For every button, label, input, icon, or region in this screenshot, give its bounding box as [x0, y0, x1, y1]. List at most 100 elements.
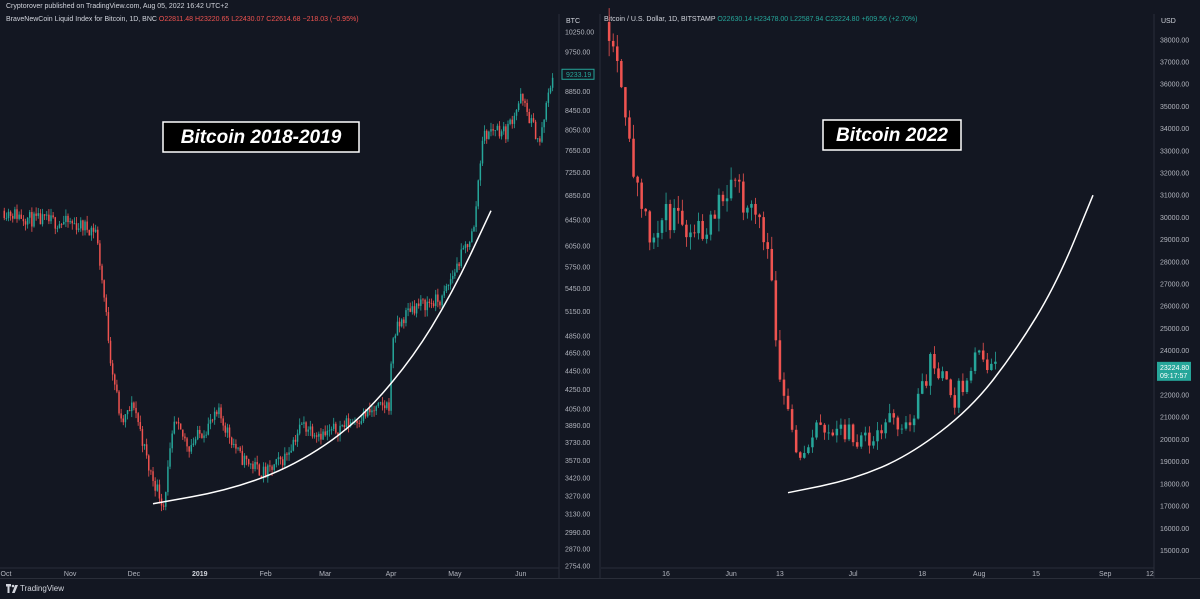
- candle-body: [396, 321, 399, 336]
- x-tick-label: 15: [1032, 571, 1040, 578]
- candle-body: [84, 221, 86, 231]
- candle-body: [981, 350, 985, 360]
- candle-body: [782, 379, 786, 396]
- candle-body: [405, 310, 407, 324]
- candle-body: [12, 215, 14, 219]
- candle-body: [449, 279, 452, 285]
- candle-body: [766, 242, 769, 249]
- candle-body: [912, 418, 916, 426]
- candle-body: [294, 439, 297, 442]
- candle-body: [128, 410, 131, 412]
- x-tick-label: Nov: [64, 571, 77, 578]
- candle-body: [284, 453, 286, 466]
- candle-body: [539, 138, 541, 142]
- candle-body: [547, 92, 550, 103]
- y-tick-label: 36000.00: [1160, 82, 1189, 89]
- candle-body: [851, 424, 855, 443]
- candle-body: [233, 443, 235, 445]
- candle-body: [737, 179, 741, 182]
- x-tick-label: 18: [918, 571, 926, 578]
- candle-body: [636, 176, 639, 183]
- candle-body: [173, 421, 176, 434]
- candle-body: [135, 407, 137, 414]
- y-tick-label: 26000.00: [1160, 304, 1189, 311]
- candle-body: [411, 306, 414, 312]
- candle-body: [167, 466, 169, 493]
- y-tick-label: 8850.00: [565, 89, 590, 96]
- candle-body: [443, 291, 445, 296]
- candle-body: [318, 433, 320, 437]
- candle-body: [241, 451, 244, 465]
- candle-body: [80, 220, 82, 229]
- candle-body: [454, 272, 456, 276]
- left-instrument-title: BraveNewCoin Liquid Index for Bitcoin, 1…: [6, 16, 157, 23]
- y-tick-label: 4250.00: [565, 387, 590, 394]
- candle-body: [713, 214, 717, 219]
- candle-body: [26, 217, 29, 225]
- candle-body: [194, 439, 197, 444]
- candle-body: [177, 422, 180, 424]
- candle-body: [471, 231, 473, 243]
- candle-body: [224, 425, 227, 433]
- candle-body: [479, 163, 482, 181]
- candle-body: [239, 447, 241, 452]
- left-ohlc-low: L22430.07: [231, 16, 265, 23]
- candle-body: [286, 453, 288, 455]
- candle-body: [961, 380, 965, 393]
- bar-countdown-label: 09:17:57: [1160, 373, 1187, 380]
- y-tick-label: 4850.00: [565, 333, 590, 340]
- y-tick-label: 27000.00: [1160, 282, 1189, 289]
- candle-body: [56, 227, 59, 229]
- candle-body: [390, 363, 392, 411]
- candle-body: [460, 249, 462, 267]
- candle-body: [254, 462, 256, 469]
- candle-body: [337, 432, 339, 436]
- candle-body: [709, 214, 713, 235]
- candle-body: [420, 299, 422, 306]
- candle-body: [207, 423, 210, 435]
- publisher-line: Cryptorover published on TradingView.com…: [6, 3, 229, 10]
- y-tick-label: 35000.00: [1160, 104, 1189, 111]
- candle-body: [394, 335, 397, 339]
- candle-body: [415, 303, 418, 314]
- candle-body: [920, 381, 924, 394]
- candle-body: [43, 214, 46, 216]
- candle-body: [541, 127, 543, 142]
- candle-body: [843, 424, 847, 440]
- candle-body: [965, 380, 969, 393]
- candle-body: [656, 232, 660, 238]
- candle-body: [693, 232, 696, 234]
- candle-body: [721, 194, 725, 202]
- y-tick-label: 6850.00: [565, 193, 590, 200]
- x-tick-label: Oct: [1, 571, 12, 578]
- candle-body: [371, 410, 373, 413]
- candle-body: [256, 462, 258, 465]
- y-tick-label: 28000.00: [1160, 259, 1189, 266]
- y-unit-label: USD: [1161, 18, 1176, 25]
- y-tick-label: 7650.00: [565, 148, 590, 155]
- candle-body: [430, 302, 433, 304]
- x-tick-label: Aug: [973, 571, 986, 578]
- candle-body: [29, 212, 31, 218]
- candle-body: [97, 229, 99, 244]
- x-tick-label: Jun: [515, 571, 526, 578]
- trend-curve: [787, 194, 1094, 494]
- candle-body: [52, 215, 54, 218]
- candle-body: [94, 229, 97, 232]
- right-ohlc-high: H23478.00: [753, 16, 789, 23]
- candle-body: [648, 211, 652, 243]
- candle-body: [86, 221, 88, 230]
- candle-body: [868, 432, 871, 446]
- candle-body: [245, 455, 248, 460]
- candle-body: [298, 424, 301, 434]
- candle-body: [122, 418, 125, 423]
- candle-body: [774, 280, 778, 341]
- candle-body: [786, 395, 790, 410]
- candle-body: [640, 182, 643, 209]
- candle-body: [322, 431, 324, 440]
- y-tick-label: 25000.00: [1160, 326, 1189, 333]
- candle-body: [746, 207, 749, 213]
- candle-body: [880, 430, 883, 434]
- candle-body: [468, 242, 471, 248]
